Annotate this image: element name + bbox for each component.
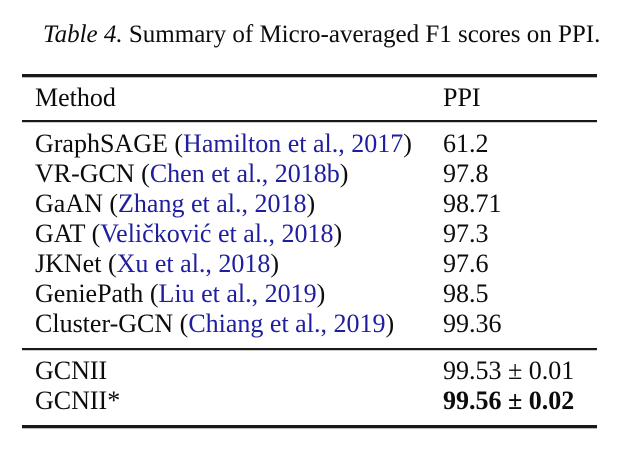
citation-paren-open: ( (173, 309, 189, 338)
citation-paren-close: ) (306, 189, 316, 218)
table-caption-text: Summary of Micro-averaged F1 scores on P… (128, 21, 601, 48)
citation-paren-open: ( (167, 129, 184, 158)
citation-link[interactable]: Liu et al., 2019 (158, 279, 317, 308)
ppi-value: 97.6 (443, 249, 489, 278)
table-row: GeniePath (Liu et al., 2019) 98.5 (22, 279, 597, 309)
table-caption-label: Table 4. (43, 21, 123, 48)
citation-paren-open: ( (143, 279, 159, 308)
ppi-value: 97.8 (443, 159, 489, 188)
method-name: GeniePath (35, 279, 144, 308)
citation-link[interactable]: Veličković et al., 2018 (100, 219, 334, 248)
results-table: Method PPI GraphSAGE (Hamilton et al., 2… (22, 74, 597, 428)
citation-paren-close: ) (270, 249, 280, 278)
method-name: JKNet (35, 249, 102, 278)
citation-paren-open: ( (134, 159, 150, 188)
ppi-value: 99.36 (443, 309, 502, 338)
ppi-value: 99.53 ± 0.01 (443, 356, 575, 385)
citation-link[interactable]: Chiang et al., 2019 (188, 309, 386, 338)
table-row: GCNII 99.53 ± 0.01 (22, 356, 597, 386)
citation-paren-open: ( (85, 219, 101, 248)
table-section-rule (22, 348, 597, 350)
ppi-column-header: PPI (443, 83, 481, 112)
table-body-gcnii: GCNII 99.53 ± 0.01 GCNII* 99.56 ± 0.02 (22, 350, 597, 425)
citation-paren-close: ) (339, 159, 349, 188)
table-header: Method PPI (22, 77, 597, 120)
table-row: VR-GCN (Chen et al., 2018b) 97.8 (22, 159, 597, 189)
citation-paren-open: ( (102, 189, 119, 218)
ppi-value: 99.56 ± 0.02 (443, 386, 575, 415)
table-header-row: Method PPI (22, 83, 597, 113)
table-row: Cluster-GCN (Chiang et al., 2019) 99.36 (22, 309, 597, 339)
method-name: VR-GCN (35, 159, 135, 188)
ppi-value: 61.2 (443, 129, 489, 158)
method-column-header: Method (35, 83, 116, 112)
ppi-value: 98.5 (443, 279, 489, 308)
table-bottom-rule (22, 425, 597, 428)
table-top-rule (22, 74, 597, 77)
method-cell: VR-GCN (Chen et al., 2018b) (22, 159, 348, 188)
method-cell: GCNII (22, 356, 107, 385)
table-body-baselines: GraphSAGE (Hamilton et al., 2017) 61.2 VR-… (22, 122, 597, 348)
citation-paren-close: ) (316, 279, 326, 308)
method-cell: GaAN (Zhang et al., 2018) (22, 189, 315, 218)
citation-link[interactable]: Hamilton et al., 2017 (183, 129, 404, 158)
table-row: GaAN (Zhang et al., 2018) 98.71 (22, 189, 597, 219)
method-cell: GraphSAGE (Hamilton et al., 2017) (22, 129, 412, 158)
citation-paren-close: ) (403, 129, 412, 158)
method-name: GCNII (35, 356, 108, 385)
citation-link[interactable]: Chen et al., 2018b (149, 159, 340, 188)
citation-paren-close: ) (385, 309, 395, 338)
method-cell: Cluster-GCN (Chiang et al., 2019) (22, 309, 394, 338)
method-name: GCNII* (35, 386, 121, 415)
method-cell: GCNII* (22, 386, 120, 415)
method-name: GAT (35, 219, 86, 248)
table-row: GAT (Veličković et al., 2018) 97.3 (22, 219, 597, 249)
citation-paren-close: ) (333, 219, 343, 248)
method-cell: GeniePath (Liu et al., 2019) (22, 279, 325, 308)
citation-link[interactable]: Xu et al., 2018 (116, 249, 271, 278)
method-cell: GAT (Veličković et al., 2018) (22, 219, 342, 248)
ppi-value: 98.71 (443, 189, 502, 218)
citation-paren-open: ( (101, 249, 117, 278)
method-name: GaAN (35, 189, 103, 218)
method-name: Cluster-GCN (35, 309, 174, 338)
ppi-value: 97.3 (443, 219, 489, 248)
table-header-rule (22, 120, 597, 122)
method-name: GraphSAGE (35, 129, 168, 158)
table-row: JKNet (Xu et al., 2018) 97.6 (22, 249, 597, 279)
method-cell: JKNet (Xu et al., 2018) (22, 249, 279, 278)
table-row: GraphSAGE (Hamilton et al., 2017) 61.2 (22, 129, 597, 159)
table-caption: Table 4. Summary of Micro-averaged F1 sc… (43, 21, 600, 50)
citation-link[interactable]: Zhang et al., 2018 (118, 189, 307, 218)
table-row: GCNII* 99.56 ± 0.02 (22, 386, 597, 416)
